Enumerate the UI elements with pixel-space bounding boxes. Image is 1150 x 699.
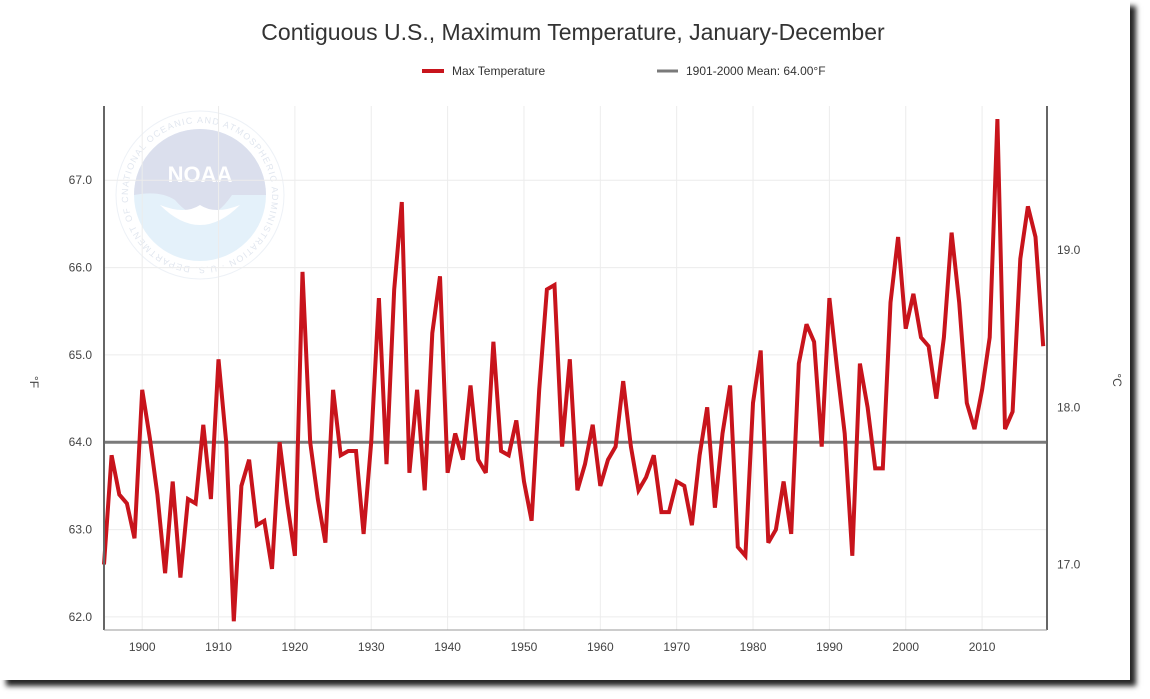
legend-label-mean: 1901-2000 Mean: 64.00°F xyxy=(686,64,826,78)
x-tick-label: 1990 xyxy=(816,640,843,654)
x-tick-label: 1930 xyxy=(358,640,385,654)
x-tick-label: 1910 xyxy=(205,640,232,654)
chart-frame: Contiguous U.S., Maximum Temperature, Ja… xyxy=(0,0,1124,654)
chart-title: Contiguous U.S., Maximum Temperature, Ja… xyxy=(261,19,885,45)
series-line-max-temperature xyxy=(102,119,1046,622)
chart-canvas: Contiguous U.S., Maximum Temperature, Ja… xyxy=(0,0,1124,654)
x-tick-label: 1960 xyxy=(587,640,614,654)
x-tick-label: 1950 xyxy=(511,640,538,654)
y-axis-label-left: °F xyxy=(27,376,41,388)
y-tick-label-left: 67.0 xyxy=(69,173,93,187)
y-tick-label-right: 17.0 xyxy=(1057,558,1081,572)
y-tick-label-right: 18.0 xyxy=(1057,400,1081,414)
x-tick-label: 2010 xyxy=(969,640,996,654)
series-layer xyxy=(102,119,1046,622)
tick-labels: 62.0 63.0 64.0 65.0 66.0 67.0 1900 1910 1920 1930… xyxy=(69,173,1081,654)
x-tick-label: 1970 xyxy=(663,640,690,654)
axes xyxy=(103,106,1048,631)
y-tick-label-left: 62.0 xyxy=(69,610,93,624)
x-tick-label: 1980 xyxy=(740,640,767,654)
y-tick-label-left: 65.0 xyxy=(69,348,93,362)
y-tick-label-left: 63.0 xyxy=(69,523,93,537)
y-tick-label-left: 66.0 xyxy=(69,261,93,275)
x-tick-label: 1900 xyxy=(129,640,156,654)
y-tick-label-right: 19.0 xyxy=(1057,243,1081,257)
legend-label-max-temperature: Max Temperature xyxy=(452,64,545,78)
x-tick-label: 2000 xyxy=(892,640,919,654)
noaa-logo-text: NOAA xyxy=(168,162,233,187)
x-tick-label: 1940 xyxy=(434,640,461,654)
x-tick-label: 1920 xyxy=(282,640,309,654)
y-tick-label-left: 64.0 xyxy=(69,435,93,449)
y-axis-label-right: °C xyxy=(1110,373,1124,387)
legend: Max Temperature 1901-2000 Mean: 64.00°F xyxy=(422,64,826,78)
